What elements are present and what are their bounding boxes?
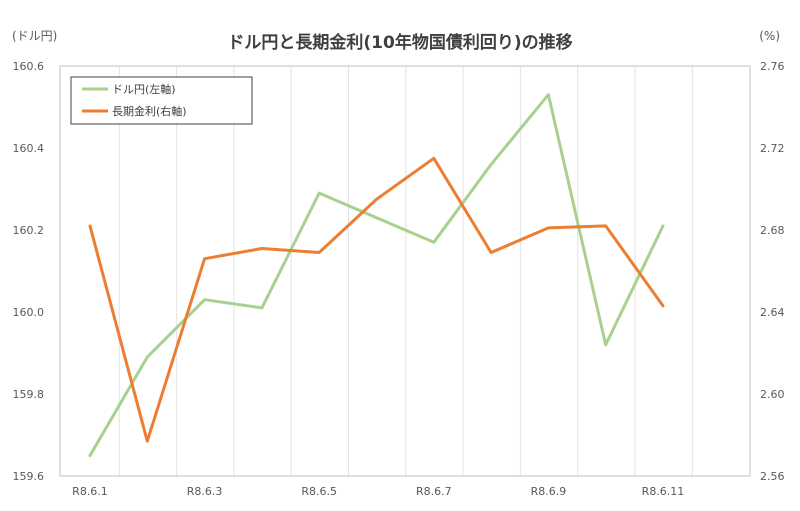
left-tick-label: 159.6 [13, 470, 45, 483]
left-tick-label: 160.0 [13, 306, 45, 319]
right-tick-label: 2.72 [760, 142, 785, 155]
x-tick-label: R8.6.7 [416, 485, 452, 498]
right-tick-label: 2.68 [760, 224, 785, 237]
chart-title: ドル円と長期金利(10年物国債利回り)の推移 [227, 32, 572, 53]
x-tick-label: R8.6.11 [642, 485, 685, 498]
right-axis-ticks: 2.56 2.60 2.64 2.68 2.72 2.76 [760, 60, 785, 483]
left-tick-label: 160.2 [13, 224, 45, 237]
x-tick-label: R8.6.1 [72, 485, 108, 498]
left-axis-unit: (ドル円) [12, 29, 57, 43]
legend-label-usdjpy: ドル円(左軸) [112, 82, 176, 96]
vertical-gridlines [118, 66, 693, 476]
left-tick-label: 160.4 [13, 142, 45, 155]
x-axis-ticks: R8.6.1 R8.6.3 R8.6.5 R8.6.7 R8.6.9 R8.6.11 [72, 485, 684, 498]
right-tick-label: 2.56 [760, 470, 785, 483]
series-layer [88, 93, 665, 457]
series-line-usdjpy [88, 93, 665, 457]
left-axis-ticks: 159.6 159.8 160.0 160.2 160.4 160.6 [13, 60, 45, 483]
plot-area-frame [59, 65, 751, 477]
right-tick-label: 2.76 [760, 60, 785, 73]
x-tick-label: R8.6.3 [187, 485, 223, 498]
legend-box [70, 76, 253, 125]
left-tick-label: 160.6 [13, 60, 45, 73]
right-axis-unit: (%) [759, 29, 780, 43]
right-tick-label: 2.64 [760, 306, 785, 319]
x-tick-label: R8.6.9 [531, 485, 567, 498]
x-tick-label: R8.6.5 [301, 485, 337, 498]
left-tick-label: 159.8 [13, 388, 45, 401]
legend: ドル円(左軸) 長期金利(右軸) [70, 76, 253, 125]
legend-label-jgb-yield: 長期金利(右軸) [112, 104, 187, 118]
right-tick-label: 2.60 [760, 388, 785, 401]
series-line-jgb-yield [88, 156, 665, 443]
